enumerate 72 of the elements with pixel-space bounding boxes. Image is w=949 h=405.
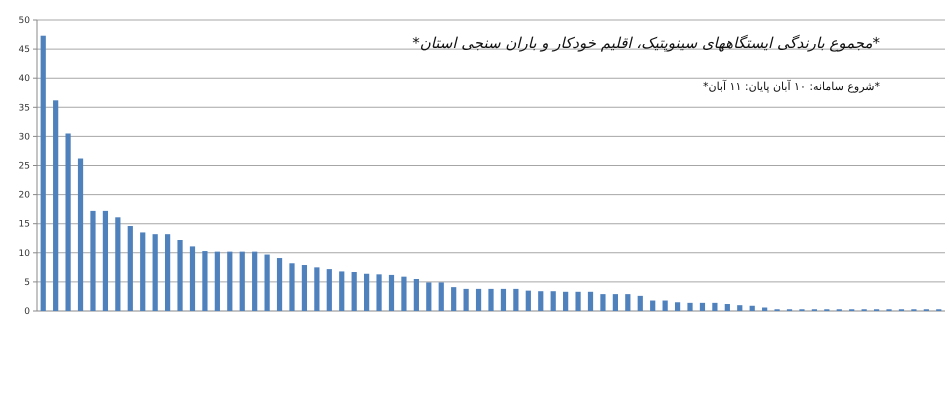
bar	[40, 36, 46, 311]
bar	[240, 252, 245, 311]
y-tick-label: 35	[18, 103, 30, 114]
bar	[152, 234, 158, 311]
bar	[612, 294, 618, 311]
bar	[712, 302, 718, 311]
bar	[78, 158, 84, 311]
bar	[500, 288, 506, 311]
bar	[140, 232, 146, 311]
bar	[264, 254, 270, 311]
bar	[538, 291, 544, 311]
bar	[426, 282, 432, 311]
bar	[575, 292, 581, 311]
bar	[674, 302, 680, 311]
y-tick-label: 30	[18, 132, 30, 142]
y-tick-label: 25	[18, 162, 30, 172]
bar	[202, 251, 208, 311]
bar	[488, 288, 494, 311]
text: *شروع سامانه: ۱۰ آبان پایان: ۱۱ آبان*	[703, 79, 880, 93]
bar	[451, 287, 456, 311]
bar	[513, 288, 518, 311]
bar	[401, 276, 407, 311]
bar	[724, 304, 730, 311]
bar	[526, 290, 531, 311]
bar	[376, 274, 382, 311]
bar	[625, 294, 630, 311]
y-tick-label: 40	[18, 74, 30, 84]
bar	[464, 288, 469, 311]
bar	[476, 288, 482, 311]
bar	[177, 240, 183, 311]
bar	[737, 305, 742, 311]
y-tick-label: 20	[18, 190, 30, 201]
bar	[164, 234, 170, 311]
bar	[687, 302, 693, 311]
y-tick-label: 45	[18, 45, 30, 56]
bar	[352, 272, 357, 311]
bar	[588, 292, 594, 311]
bar	[364, 274, 370, 311]
bar	[276, 258, 282, 311]
bar	[214, 252, 220, 311]
y-tick-label: 50	[18, 16, 30, 26]
bar	[128, 226, 133, 311]
bar	[53, 100, 58, 311]
y-tick-label: 10	[18, 248, 30, 259]
bar	[115, 217, 120, 311]
bar	[762, 308, 768, 311]
bar	[563, 292, 568, 311]
bar	[314, 267, 320, 311]
bar	[326, 269, 332, 311]
bar	[600, 294, 606, 311]
bar	[252, 252, 258, 311]
bar	[650, 300, 656, 311]
y-tick-label: 0	[24, 307, 30, 317]
bar	[65, 133, 71, 311]
bar	[414, 278, 419, 311]
bar	[102, 210, 108, 311]
bar	[302, 265, 308, 311]
bar	[638, 296, 643, 311]
bar	[750, 306, 755, 311]
y-tick-label: 5	[24, 278, 30, 288]
bar	[700, 302, 706, 311]
bar	[190, 246, 196, 311]
bar	[550, 291, 556, 311]
bar	[662, 300, 668, 311]
bar	[90, 210, 96, 311]
bar	[339, 271, 344, 311]
y-tick-label: 15	[18, 220, 30, 230]
bar	[227, 252, 232, 311]
bar	[289, 263, 295, 311]
bar	[388, 274, 394, 311]
bar	[438, 282, 444, 311]
text: *مجموع بارندگی ایستگاههای سینوپتیک، اقلیم خودکار و باران سنجی استان*	[412, 34, 880, 52]
